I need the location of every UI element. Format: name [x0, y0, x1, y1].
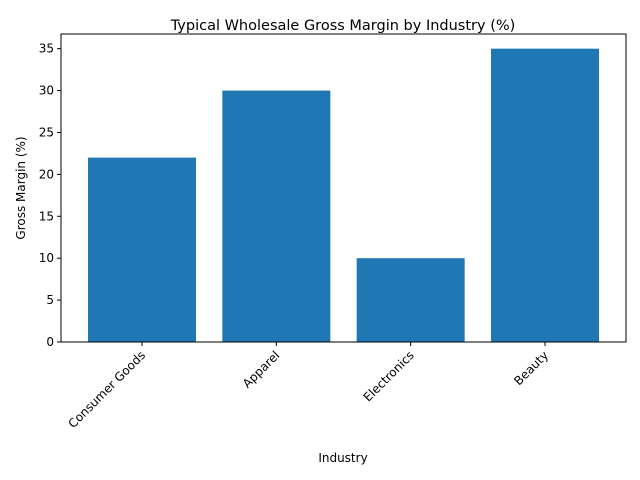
y-tick-label: 15	[39, 209, 54, 223]
y-tick-label: 25	[39, 125, 54, 139]
y-tick-label: 0	[46, 335, 54, 349]
y-tick-label: 30	[39, 84, 54, 98]
x-tick-label: Apparel	[240, 348, 283, 391]
bars-group	[88, 48, 599, 343]
y-tick-label: 10	[39, 251, 54, 265]
x-axis-label: Industry	[318, 451, 367, 465]
bar-beauty	[491, 48, 599, 343]
y-tick-label: 20	[39, 167, 54, 181]
chart-title: Typical Wholesale Gross Margin by Indust…	[170, 18, 516, 34]
bar-apparel	[222, 90, 331, 342]
y-tick-label: 5	[46, 293, 54, 307]
y-axis-ticks: 0 5 10 15 20 25 30 35	[39, 42, 61, 349]
x-tick-label: Beauty	[511, 348, 551, 388]
x-axis-ticks: Consumer Goods Apparel Electronics Beauty	[65, 342, 551, 431]
x-tick-label: Consumer Goods	[65, 348, 148, 431]
y-tick-label: 35	[39, 42, 54, 56]
plot-frame	[60, 33, 627, 343]
bar-consumer-goods	[88, 157, 196, 342]
bar-electronics	[356, 258, 465, 342]
x-tick-label: Electronics	[361, 348, 417, 404]
y-axis-label: Gross Margin (%)	[14, 136, 28, 239]
